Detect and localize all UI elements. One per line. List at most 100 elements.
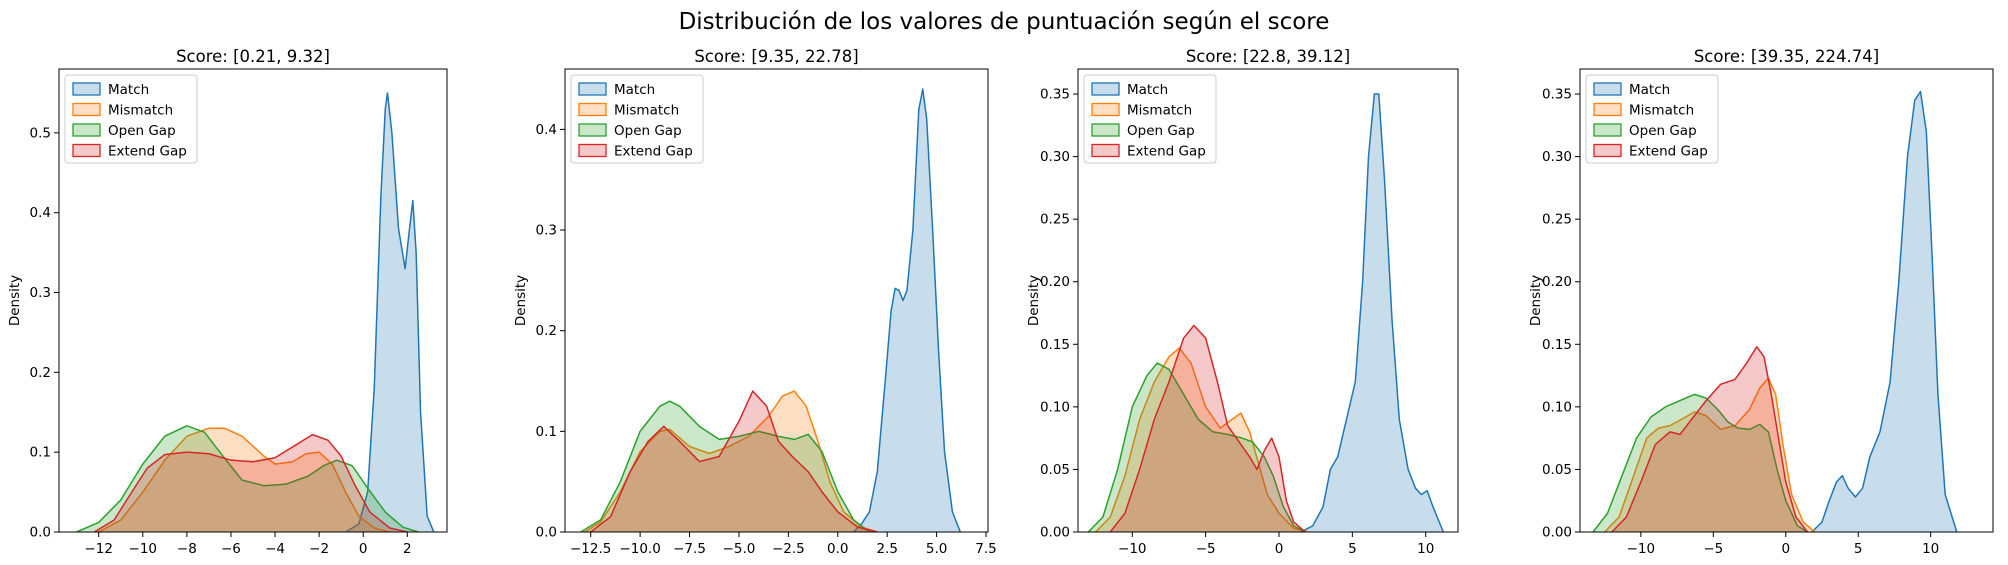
- series-line-extend-gap: [590, 390, 878, 532]
- subplot-panels: −12 −10 −8 −6 −4 −2 0 2 0.0 0.1 0.2 0.3 0.4 0.5 Score:…: [7, 47, 1994, 557]
- x-tick-label: 10: [1417, 541, 1434, 557]
- series-line-mismatch: [584, 390, 878, 532]
- legend-swatch: [578, 102, 607, 117]
- x-tick-label: −5: [1196, 541, 1216, 557]
- series-fill-open-gap: [1593, 394, 1808, 532]
- series-line-open-gap: [76, 425, 419, 532]
- y-tick-label: 0.10: [1542, 399, 1572, 415]
- legend-item: Open Gap: [578, 123, 682, 139]
- series-fill-mismatch: [1095, 348, 1309, 532]
- legend-swatch: [72, 82, 101, 96]
- series-line-match: [853, 88, 962, 532]
- y-tick-label: 0.35: [1542, 87, 1572, 103]
- x-tick-label: −8: [177, 541, 197, 557]
- legend-item: Match: [1091, 82, 1168, 98]
- subplot-title: Score: [22.8, 39.12]: [1186, 47, 1350, 66]
- series-fill-extend-gap: [94, 434, 408, 532]
- y-tick-label: 0.20: [1040, 274, 1070, 290]
- y-tick-label: 0.30: [1542, 149, 1572, 165]
- series-line-match: [345, 92, 435, 532]
- y-tick-label: 0.1: [30, 445, 51, 461]
- series-line-extend-gap: [1611, 346, 1809, 532]
- subplot-title: Score: [39.35, 224.74]: [1694, 47, 1879, 66]
- legend-label: Match: [108, 82, 149, 98]
- x-tick-label: 0.0: [827, 541, 848, 557]
- y-tick-label: 0.25: [1542, 212, 1572, 228]
- y-axis-label: Density: [1026, 275, 1042, 326]
- legend-label: Mismatch: [1629, 103, 1694, 119]
- y-tick-label: 0.2: [30, 365, 51, 381]
- y-tick-label: 0.15: [1542, 337, 1572, 353]
- legend-label: Open Gap: [108, 123, 176, 139]
- legend-swatch: [72, 143, 101, 158]
- series-fill-match: [1301, 94, 1444, 532]
- legend-box: [64, 74, 198, 164]
- y-tick-label: 0.00: [1040, 525, 1070, 541]
- plot-area: [1592, 90, 1958, 532]
- legend-item: Extend Gap: [72, 143, 187, 160]
- x-tick-label: 0: [1275, 541, 1284, 557]
- x-tick-label: −10: [1627, 541, 1656, 557]
- x-tick-label: −5: [1703, 541, 1723, 557]
- legend-swatch: [1091, 143, 1120, 158]
- series-fill-mismatch: [1604, 378, 1815, 532]
- legend-box: [1083, 74, 1217, 164]
- series-fill-open-gap: [1088, 363, 1306, 532]
- legend-item: Mismatch: [72, 103, 173, 119]
- x-tick-label: −12: [84, 541, 113, 557]
- legend-label: Mismatch: [108, 103, 173, 119]
- subplot-1: −12 −10 −8 −6 −4 −2 0 2 0.0 0.1 0.2 0.3 0.4 0.5 Score:…: [7, 47, 448, 557]
- x-tick-label: −4: [265, 541, 285, 557]
- axes-frame: [1077, 68, 1459, 533]
- subplot-2: −12.5 −10.0 −7.5 −5.0 −2.5 0.0 2.5 5.0 7.5 0.0 0.1…: [513, 47, 997, 557]
- figure-suptitle: Distribución de los valores de puntuació…: [679, 9, 1330, 35]
- legend-label: Extend Gap: [614, 144, 693, 160]
- legend: Match Mismatch Open Gap Extend Gap: [570, 74, 704, 164]
- legend-swatch: [1593, 143, 1622, 158]
- x-tick-label: 2.5: [876, 541, 897, 557]
- legend-item: Match: [578, 82, 655, 98]
- legend-item: Match: [72, 82, 149, 98]
- series-line-mismatch: [1095, 347, 1309, 532]
- series-line-mismatch: [1604, 377, 1816, 532]
- subplot-title: Score: [0.21, 9.32]: [176, 47, 330, 66]
- y-axis-label: Density: [513, 275, 529, 326]
- legend-label: Extend Gap: [1629, 144, 1708, 160]
- legend-label: Extend Gap: [1127, 144, 1206, 160]
- legend-item: Extend Gap: [578, 144, 693, 160]
- x-tick-label: −10: [129, 541, 158, 557]
- y-tick-label: 0.00: [1542, 525, 1572, 541]
- series-fill-match: [345, 92, 434, 532]
- x-tick-label: −2.5: [772, 541, 805, 557]
- legend-label: Match: [614, 82, 655, 98]
- legend-label: Mismatch: [614, 103, 679, 119]
- legend-label: Extend Gap: [108, 144, 187, 160]
- legend-swatch: [1593, 82, 1622, 96]
- legend-label: Open Gap: [614, 123, 682, 139]
- series-fill-mismatch: [584, 391, 878, 532]
- series-fill-extend-gap: [1110, 325, 1306, 532]
- legend-item: Open Gap: [1091, 123, 1195, 139]
- y-tick-label: 0.10: [1040, 399, 1070, 415]
- legend-item: Open Gap: [72, 123, 176, 139]
- subplot-3: −10 −5 0 5 10 0.00 0.05 0.10 0.15 0.20 0.25 0.30 0.3…: [1026, 47, 1459, 557]
- legend-swatch: [578, 82, 607, 96]
- y-axis-label: Density: [1528, 275, 1544, 326]
- series-line-open-gap: [1592, 393, 1808, 532]
- series-fill-extend-gap: [1611, 346, 1808, 532]
- y-tick-label: 0.4: [30, 205, 51, 221]
- legend-item: Mismatch: [1091, 103, 1192, 119]
- legend-label: Match: [1127, 82, 1168, 98]
- legend-swatch: [1593, 123, 1622, 137]
- x-tick-label: −2: [309, 541, 329, 557]
- y-tick-label: 0.20: [1542, 274, 1572, 290]
- y-tick-label: 0.5: [30, 125, 51, 141]
- x-tick-label: −12.5: [570, 541, 611, 557]
- series-fill-open-gap: [76, 425, 419, 532]
- y-tick-label: 0.05: [1542, 462, 1572, 478]
- y-tick-label: 0.2: [536, 323, 557, 339]
- x-tick-label: 5: [1348, 541, 1357, 557]
- legend: Match Mismatch Open Gap Extend Gap: [64, 74, 198, 164]
- x-tick-label: −10.0: [619, 541, 660, 557]
